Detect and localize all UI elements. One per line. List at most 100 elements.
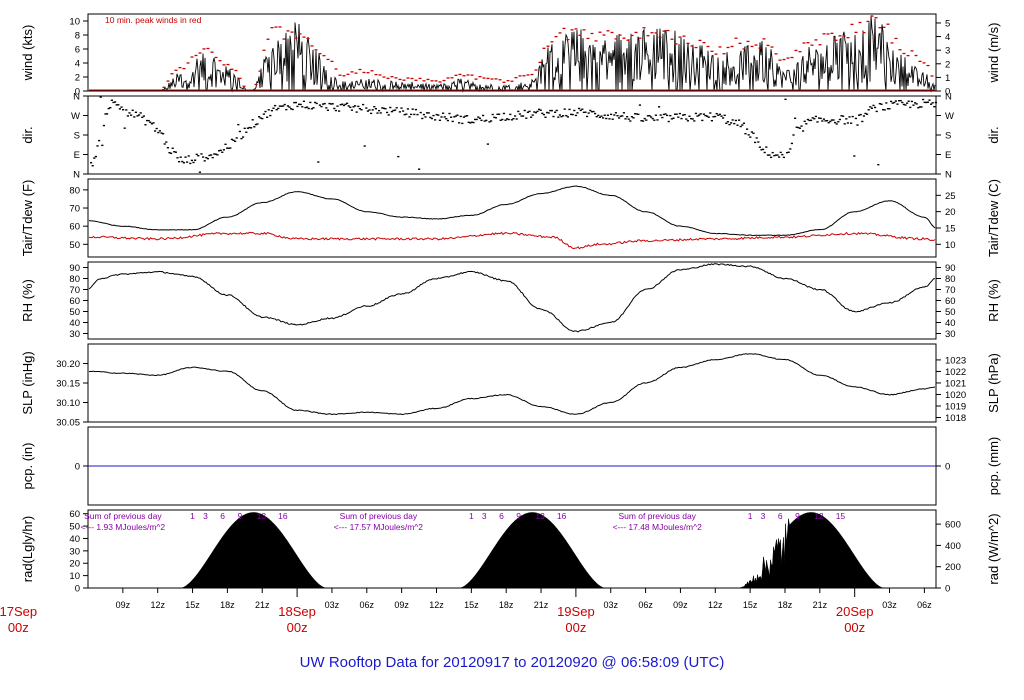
wind-peak-dot [414, 79, 418, 81]
dir-point [646, 115, 649, 117]
left-tick-label-2-1: 60 [69, 222, 80, 233]
wind-peak-dot [382, 76, 386, 78]
dir-point [750, 131, 753, 133]
wind-peak-dot [358, 68, 362, 71]
time-tick-label-16: 15z [743, 600, 758, 610]
dir-point [406, 108, 409, 110]
wind-peak-dot [642, 27, 646, 29]
dir-point [931, 102, 934, 104]
dir-point [531, 114, 534, 116]
dir-point [723, 114, 726, 117]
rad-hour-mark-0-1: 3 [203, 511, 208, 521]
dir-point [386, 111, 389, 114]
dir-point [424, 116, 427, 118]
left-tick-label-3-6: 90 [69, 263, 80, 274]
dir-point [318, 104, 321, 106]
dir-point [328, 102, 331, 105]
dir-point [430, 117, 433, 120]
dir-point [726, 121, 729, 123]
dir-point [574, 114, 577, 117]
right-tick-label-4-4: 1022 [945, 367, 966, 378]
wind-peak-dot [870, 15, 874, 17]
dir-point [874, 106, 877, 109]
wind-peak-dot [490, 78, 494, 80]
dir-point [632, 117, 635, 119]
dir-point [147, 119, 150, 122]
wind-peak-dot [750, 45, 754, 48]
dir-point [264, 110, 267, 113]
wind-peak-dot [386, 77, 390, 80]
wind-peak-dot [702, 42, 706, 44]
wind-peak-dot [706, 45, 710, 48]
dir-point [622, 112, 625, 114]
dir-point [358, 107, 361, 110]
dir-point [685, 118, 688, 120]
dir-point [109, 106, 112, 109]
dir-point [165, 141, 168, 143]
dir-point [683, 113, 686, 116]
wind-peak-dot [598, 31, 602, 33]
dir-point [291, 108, 294, 111]
dir-point [610, 113, 613, 116]
wind-peak-dot [462, 75, 466, 77]
right-tick-label-0-4: 4 [945, 32, 950, 43]
dir-point [877, 163, 880, 166]
dir-point [606, 114, 609, 116]
wind-peak-dots [162, 15, 934, 89]
wind-peak-dot [542, 47, 546, 49]
wind-peak-dot [758, 47, 762, 49]
wind-peak-dot [446, 77, 450, 79]
dir-point [224, 143, 227, 146]
wind-peak-dot [590, 32, 594, 35]
wind-peak-dot [182, 67, 186, 70]
dir-point [483, 120, 486, 122]
wind-peak-dot [874, 17, 878, 19]
dir-point [678, 112, 681, 115]
rad-hour-mark-1-3: 9 [516, 511, 521, 521]
wind-peak-dot [198, 52, 202, 54]
wind-peak-dot [546, 45, 550, 47]
wind-peak-dot [474, 78, 478, 80]
dir-point [699, 113, 702, 115]
dir-point [645, 119, 648, 121]
dir-point [851, 115, 854, 118]
wind-peak-dot [486, 77, 490, 80]
dir-point [890, 100, 893, 103]
dir-right-label-1: E [945, 150, 951, 161]
dir-point [834, 121, 837, 124]
dir-point [867, 109, 870, 111]
right-tick-label-6-3: 600 [945, 520, 961, 531]
dir-point [883, 109, 886, 111]
dir-point [714, 115, 717, 118]
dir-point [395, 107, 398, 109]
dir-point [789, 148, 792, 150]
wind-peak-dot [838, 35, 842, 37]
wind-peak-dot [650, 32, 654, 34]
dir-point [621, 115, 624, 117]
wind-peak-dot [302, 36, 306, 38]
dir-point [558, 114, 561, 116]
dir-point [448, 112, 451, 115]
wind-peak-dot [458, 73, 462, 76]
wind-peak-dot [378, 74, 382, 76]
left-tick-label-6-2: 20 [69, 559, 80, 570]
dir-left-label-4: N [73, 92, 80, 103]
dir-point [272, 107, 275, 109]
wind-peak-dot [930, 75, 934, 77]
time-tick-label-8: 12z [429, 600, 444, 610]
dir-point [630, 116, 633, 118]
dir-point [701, 119, 704, 122]
dir-point [107, 107, 110, 110]
wind-peak-dot [282, 38, 286, 40]
right-tick-label-4-5: 1023 [945, 355, 966, 366]
dir-point [818, 117, 821, 119]
time-tick-label-11: 21z [534, 600, 549, 610]
dir-point [488, 121, 491, 123]
wind-peak-dot [526, 74, 530, 76]
dir-point [306, 106, 309, 108]
dir-point [498, 113, 501, 115]
wind-peak-dot [662, 30, 666, 32]
dir-point [163, 143, 166, 145]
wind-peak-dot [562, 27, 566, 30]
dir-point [698, 114, 701, 116]
